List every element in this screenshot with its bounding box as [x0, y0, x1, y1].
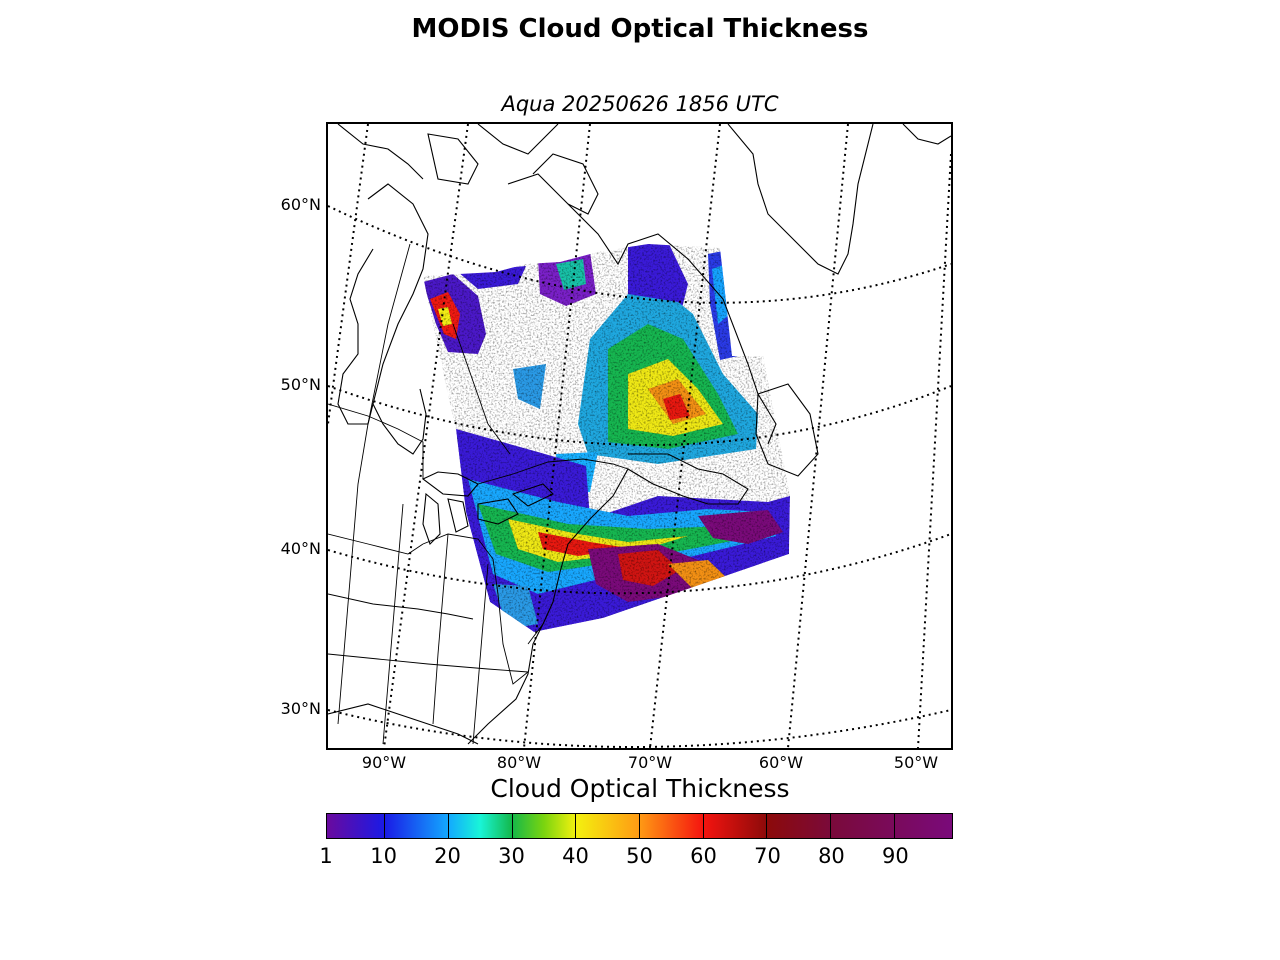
lat-label-50n: 50°N	[280, 375, 321, 394]
colorbar-tick	[830, 814, 832, 838]
colorbar-tick-label: 30	[498, 844, 525, 868]
map-panel	[326, 122, 953, 750]
colorbar	[326, 813, 953, 839]
colorbar-tick	[893, 814, 895, 838]
colorbar-tick-label: 20	[434, 844, 461, 868]
lon-label-80w: 80°W	[496, 753, 542, 772]
lon-label-70w: 70°W	[627, 753, 673, 772]
graticule	[328, 124, 951, 748]
colorbar-tick	[447, 814, 449, 838]
colorbar-tick	[702, 814, 704, 838]
lon-label-60w: 60°W	[758, 753, 804, 772]
lat-label-30n: 30°N	[280, 699, 321, 718]
colorbar-tick-label: 1	[319, 844, 333, 868]
map-canvas	[328, 124, 951, 748]
political-borders	[328, 243, 629, 745]
lat-label-40n: 40°N	[280, 539, 321, 558]
colorbar-title: Cloud Optical Thickness	[490, 774, 790, 803]
figure-subtitle: Aqua 20250626 1856 UTC	[501, 92, 779, 116]
colorbar-tick	[766, 814, 768, 838]
colorbar-tick	[511, 814, 513, 838]
colorbar-tick-label: 70	[754, 844, 781, 868]
lon-label-90w: 90°W	[361, 753, 407, 772]
lon-label-50w: 50°W	[893, 753, 939, 772]
colorbar-tick-label: 10	[370, 844, 397, 868]
lat-label-60n: 60°N	[280, 195, 321, 214]
colorbar-tick	[639, 814, 640, 838]
colorbar-tick-label: 80	[818, 844, 845, 868]
figure-title: MODIS Cloud Optical Thickness	[411, 14, 869, 44]
colorbar-tick-label: 40	[562, 844, 589, 868]
colorbar-tick-label: 90	[882, 844, 909, 868]
colorbar-tick	[575, 814, 577, 838]
cloud-swath	[423, 244, 790, 632]
coastlines	[328, 124, 951, 745]
colorbar-tick-label: 50	[626, 844, 653, 868]
colorbar-tick	[384, 814, 386, 838]
colorbar-tick-label: 60	[690, 844, 717, 868]
